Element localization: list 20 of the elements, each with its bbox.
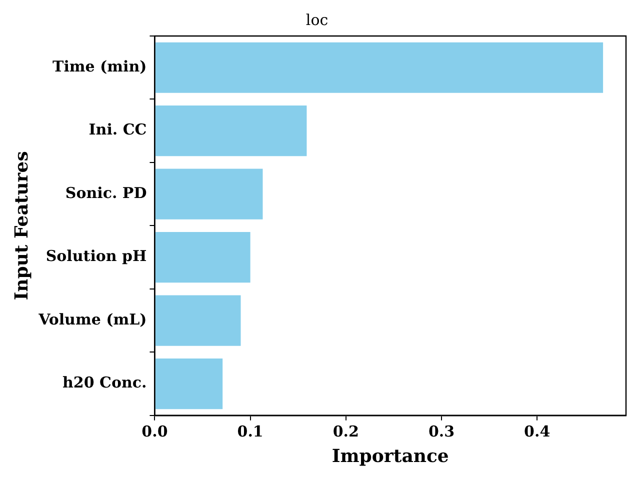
y-tick-label: Ini. CC xyxy=(88,120,147,139)
x-tick-label: 0.1 xyxy=(237,422,264,440)
x-tick-label: 0.2 xyxy=(332,422,359,440)
y-tick-label: h20 Conc. xyxy=(62,374,147,392)
x-tick-label: 0.0 xyxy=(142,422,168,440)
bar xyxy=(155,295,241,346)
x-axis-title: Importance xyxy=(332,446,449,467)
y-tick-label: Time (min) xyxy=(52,58,147,76)
bar xyxy=(155,42,604,93)
x-tick-label: 0.4 xyxy=(524,422,550,440)
y-tick-label: Solution pH xyxy=(46,247,147,266)
y-tick-label: Volume (mL) xyxy=(38,310,147,328)
bar xyxy=(155,168,263,220)
x-tick-label: 0.3 xyxy=(428,422,455,440)
bar xyxy=(155,106,307,156)
bar xyxy=(155,358,223,410)
y-tick-label: Sonic. PD xyxy=(65,184,147,202)
bar xyxy=(155,232,250,283)
y-axis-title: Input Features xyxy=(11,151,32,300)
chart-title: loc xyxy=(306,10,328,29)
